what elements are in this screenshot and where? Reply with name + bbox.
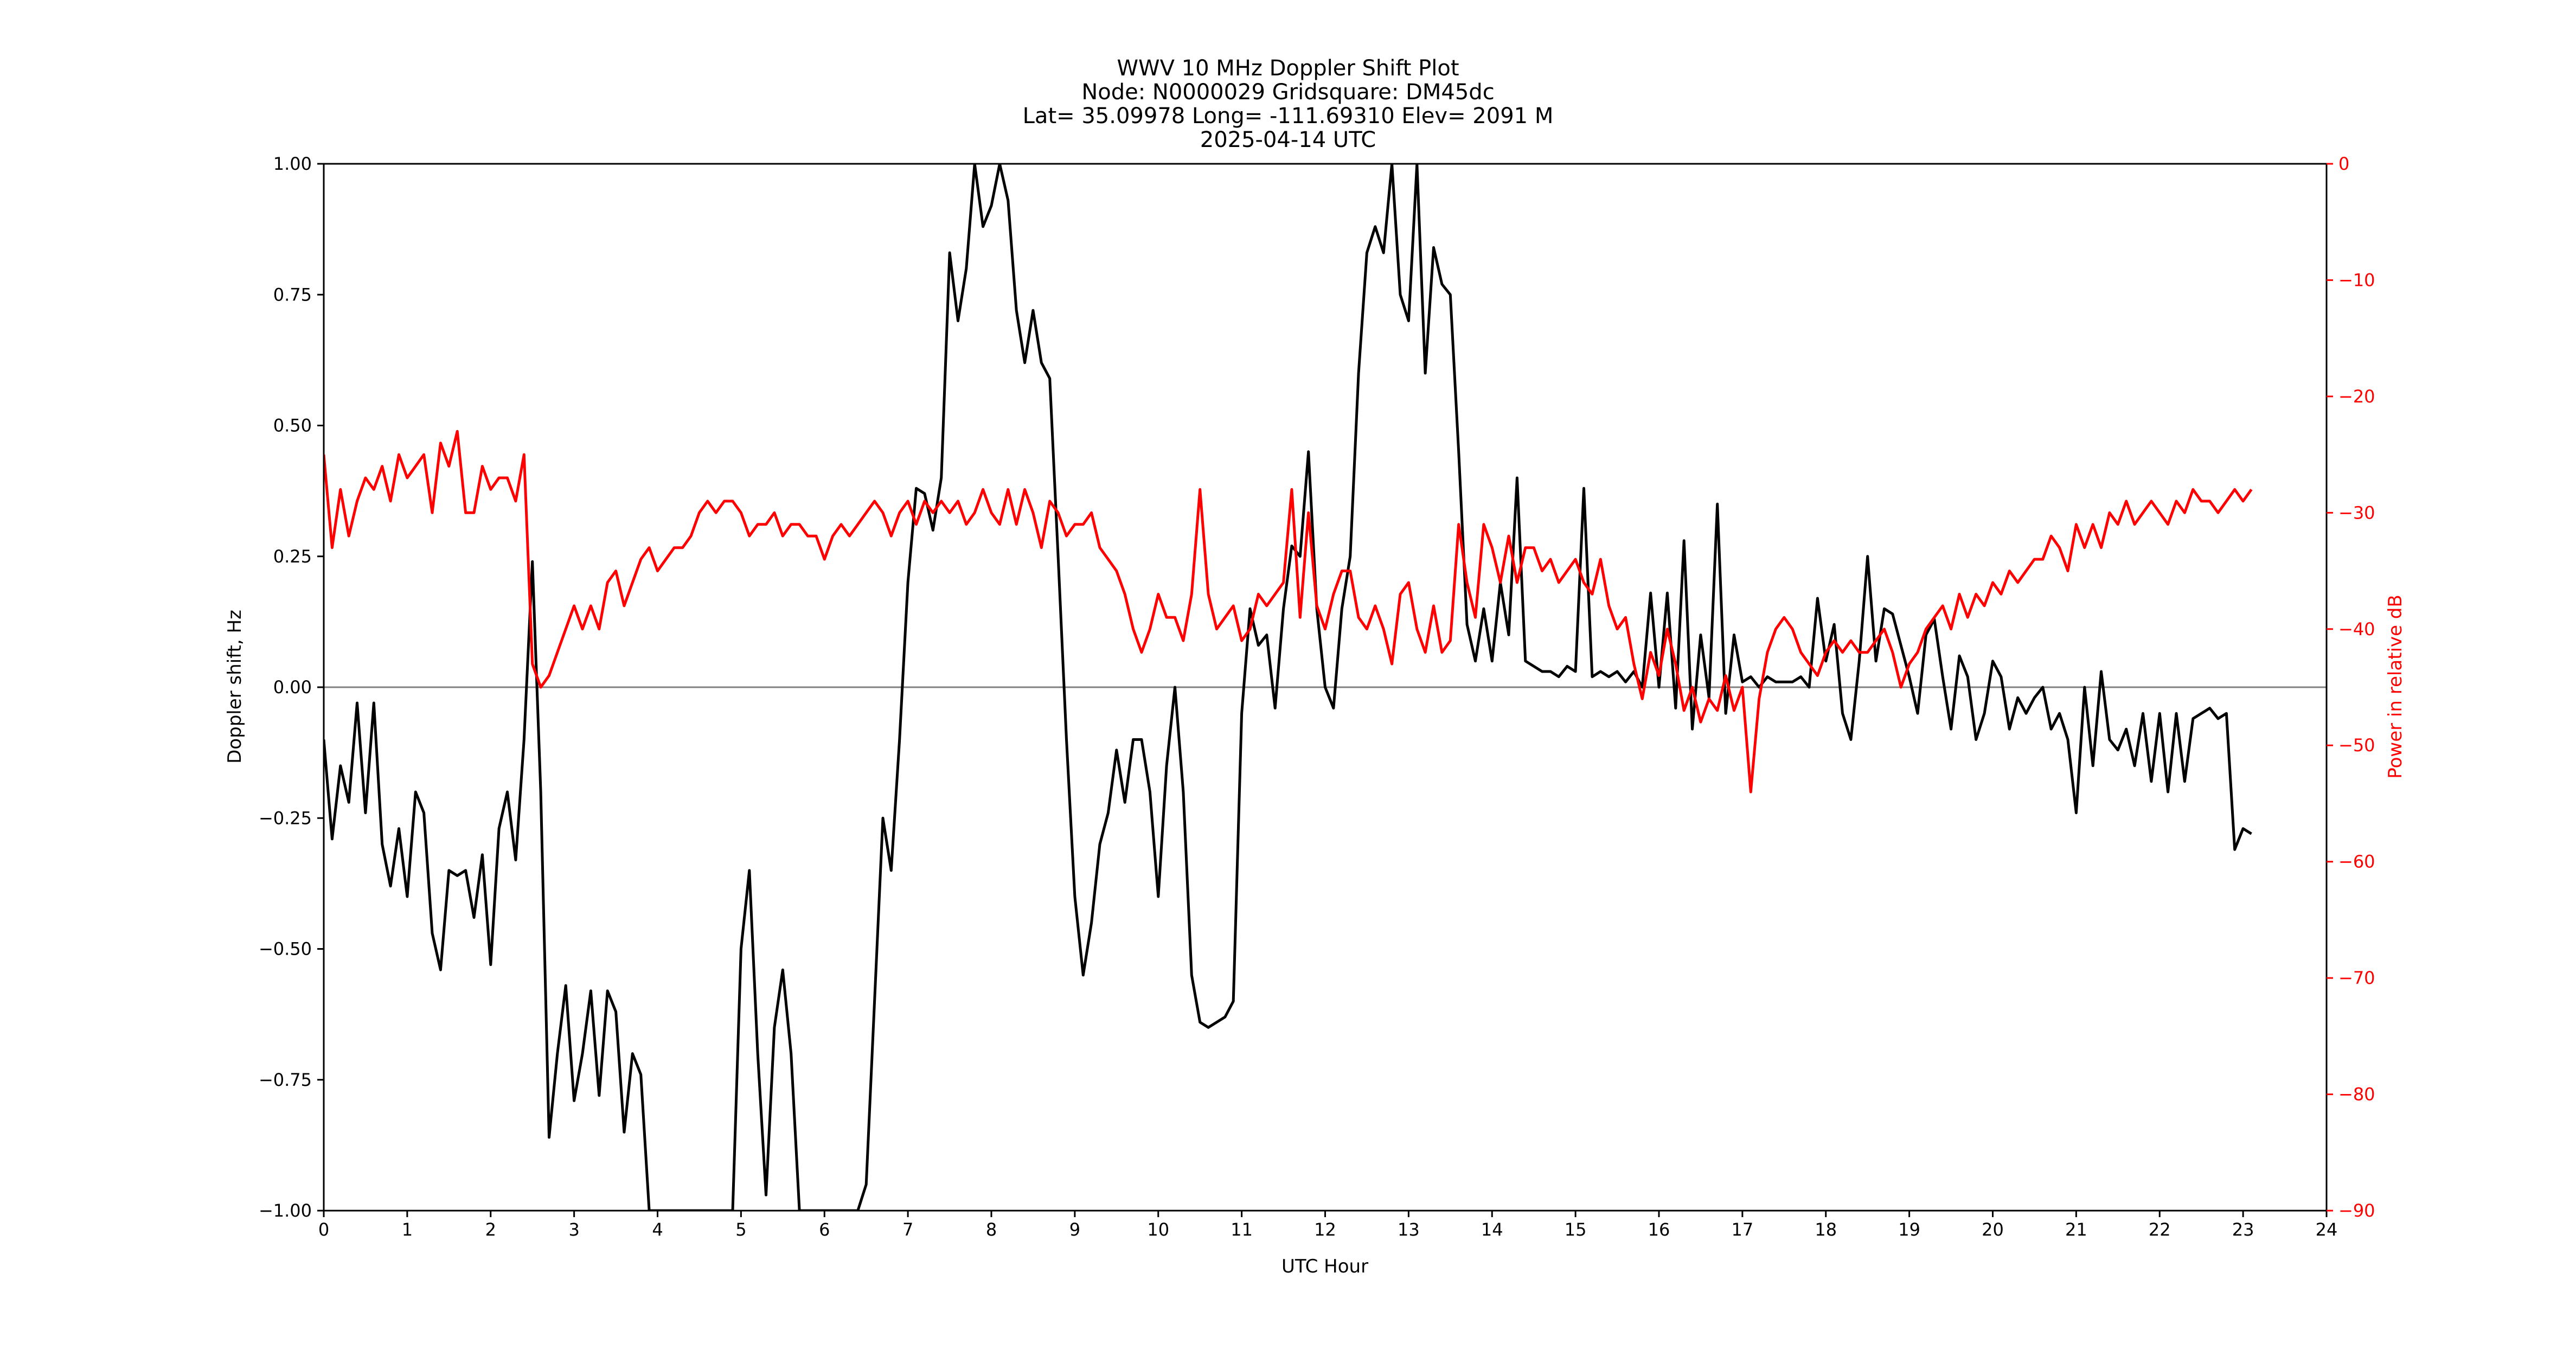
y-tick-label: 1.00 xyxy=(273,153,312,174)
x-tick-label: 22 xyxy=(2149,1219,2171,1240)
y-tick-label: −0.25 xyxy=(259,808,312,828)
y-tick-label: 0.25 xyxy=(273,546,312,567)
y-axis-left: −1.00 −0.75 −0.50 −0.25 0.00 0.25 0.50 0.75 1.00 xyxy=(259,153,324,1221)
x-tick-label: 24 xyxy=(2316,1219,2338,1240)
chart-subtitle-date: 2025-04-14 UTC xyxy=(1200,127,1376,152)
y2-tick-label: −30 xyxy=(2338,502,2375,523)
y2-tick-label: −50 xyxy=(2338,735,2375,756)
x-tick-label: 18 xyxy=(1815,1219,1837,1240)
y-axis-right: 0 −10 −20 −30 −40 −50 −60 −70 −80 −90 xyxy=(2327,153,2375,1221)
power-series-line xyxy=(324,430,2253,794)
x-tick-label: 0 xyxy=(318,1219,329,1240)
x-tick-label: 4 xyxy=(652,1219,663,1240)
x-tick-label: 7 xyxy=(902,1219,913,1240)
y2-axis-label: Power in relative dB xyxy=(2385,594,2406,778)
y2-tick-label: −70 xyxy=(2338,968,2375,988)
plot-area xyxy=(323,163,2328,1212)
chart-subtitle-node: Node: N0000029 Gridsquare: DM45dc xyxy=(1081,80,1495,105)
doppler-series-line xyxy=(324,164,2252,1211)
x-tick-label: 10 xyxy=(1147,1219,1169,1240)
x-tick-label: 15 xyxy=(1565,1219,1587,1240)
y2-tick-label: −60 xyxy=(2338,852,2375,872)
x-tick-label: 23 xyxy=(2232,1219,2254,1240)
x-tick-label: 20 xyxy=(1982,1219,2004,1240)
y-tick-label: 0.00 xyxy=(273,677,312,698)
y2-tick-label: 0 xyxy=(2338,153,2349,174)
y-tick-label: −0.75 xyxy=(259,1070,312,1090)
x-tick-label: 21 xyxy=(2065,1219,2087,1240)
x-tick-label: 2 xyxy=(485,1219,496,1240)
x-axis-label: UTC Hour xyxy=(1281,1256,1368,1277)
x-tick-label: 8 xyxy=(986,1219,997,1240)
chart-subtitle-location: Lat= 35.09978 Long= -111.69310 Elev= 209… xyxy=(1022,104,1554,129)
x-tick-label: 19 xyxy=(1898,1219,1920,1240)
y-tick-label: 0.75 xyxy=(273,284,312,305)
y2-tick-label: −80 xyxy=(2338,1084,2375,1105)
x-tick-label: 16 xyxy=(1648,1219,1670,1240)
x-tick-label: 9 xyxy=(1069,1219,1080,1240)
y2-tick-label: −90 xyxy=(2338,1200,2375,1221)
x-axis: 0 1 2 3 4 5 6 7 8 9 10 11 12 13 14 15 16 17 18 19 20 21 22 23 24 xyxy=(318,1211,2338,1240)
chart-title: WWV 10 MHz Doppler Shift Plot xyxy=(1117,56,1459,81)
x-tick-label: 12 xyxy=(1314,1219,1336,1240)
y-tick-label: −1.00 xyxy=(259,1200,312,1221)
y2-tick-label: −40 xyxy=(2338,619,2375,639)
x-tick-label: 11 xyxy=(1231,1219,1253,1240)
y2-tick-label: −20 xyxy=(2338,386,2375,407)
y-tick-label: −0.50 xyxy=(259,939,312,960)
x-tick-label: 1 xyxy=(402,1219,413,1240)
x-tick-label: 5 xyxy=(735,1219,746,1240)
x-tick-label: 17 xyxy=(1732,1219,1754,1240)
x-tick-label: 13 xyxy=(1398,1219,1420,1240)
y2-tick-label: −10 xyxy=(2338,270,2375,290)
x-tick-label: 6 xyxy=(819,1219,830,1240)
x-tick-label: 14 xyxy=(1481,1219,1503,1240)
y-axis-label: Doppler shift, Hz xyxy=(224,610,246,764)
y-tick-label: 0.50 xyxy=(273,415,312,436)
x-tick-label: 3 xyxy=(568,1219,579,1240)
